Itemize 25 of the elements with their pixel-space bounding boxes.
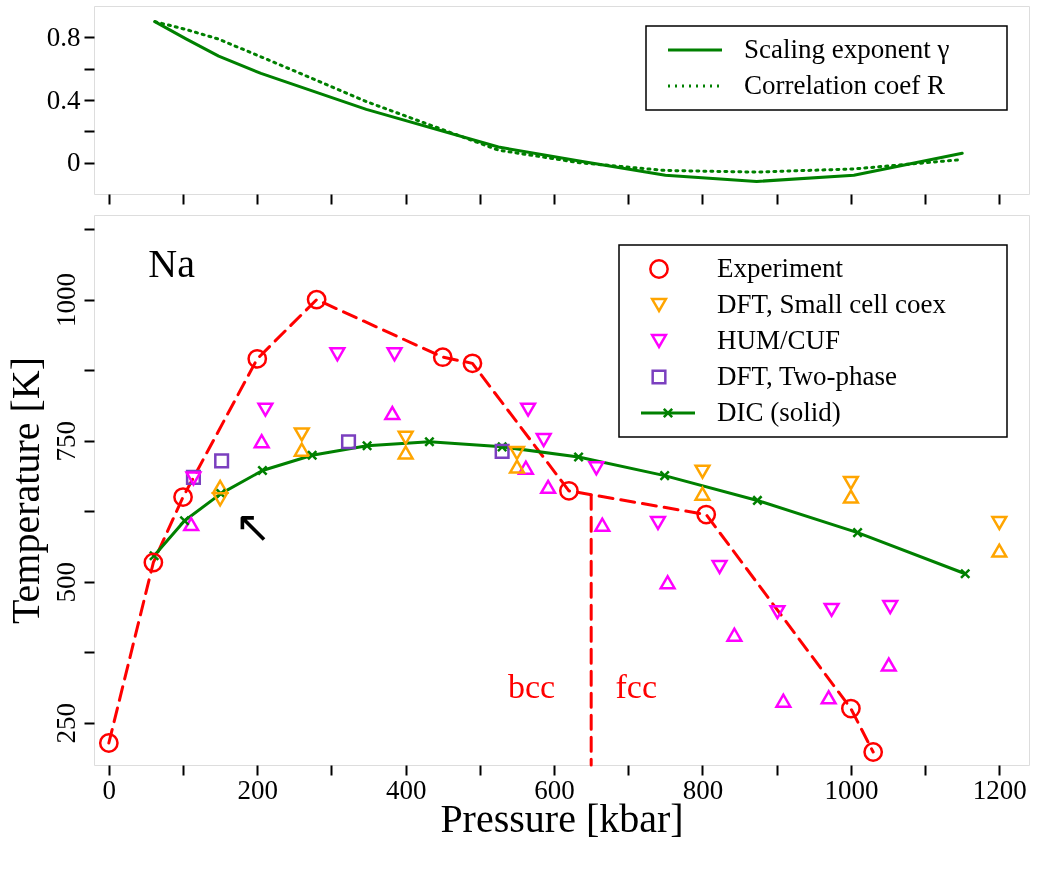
annotation: fcc (615, 668, 658, 705)
legend-label: DIC (solid) (717, 397, 841, 427)
y-tick-label: 0.8 (46, 21, 81, 52)
y-tick-label: 250 (50, 702, 81, 744)
y-tick-label: 0.4 (46, 84, 81, 115)
annotation: ↖ (234, 500, 272, 552)
y-axis-title: Temperature [K] (2, 356, 48, 625)
y-tick-label: 1000 (50, 273, 81, 328)
x-tick-label: 1200 (972, 774, 1027, 805)
x-tick-label: 200 (237, 774, 278, 805)
annotation: bcc (507, 668, 556, 705)
legend-label: HUM/CUF (717, 325, 841, 355)
x-tick-label: 0 (102, 774, 117, 805)
legend-label: DFT, Small cell coex (717, 289, 947, 319)
legend-label: Scaling exponent γ (744, 34, 950, 64)
legend-label: Correlation coef R (744, 70, 945, 100)
annotation: Na (148, 240, 196, 286)
y-tick-label: 0 (67, 147, 81, 178)
x-tick-label: 800 (682, 774, 724, 805)
y-tick-label: 500 (50, 561, 81, 603)
y-tick-label: 750 (50, 420, 81, 462)
legend-label: Experiment (717, 253, 844, 283)
legend-label: DFT, Two-phase (717, 361, 898, 391)
x-tick-label: 1000 (824, 774, 879, 805)
x-tick-label: 400 (385, 774, 427, 805)
